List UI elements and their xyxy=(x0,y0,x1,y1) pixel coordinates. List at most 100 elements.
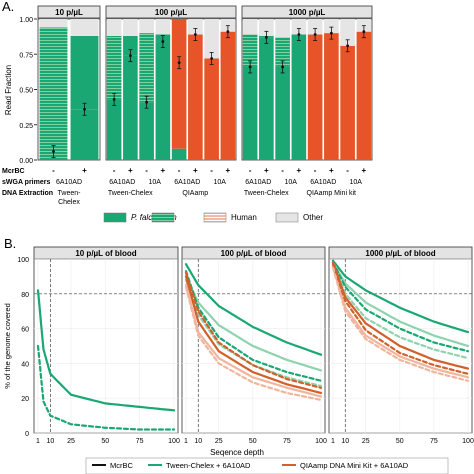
mcrbc-sign: - xyxy=(346,166,349,175)
bar-pf xyxy=(106,99,122,160)
error-point xyxy=(264,35,268,39)
y-tick-label: 0.25 xyxy=(19,123,33,130)
primer-label: 6A10AD xyxy=(56,179,82,186)
x-tick-label: 10 xyxy=(341,438,349,445)
series-line xyxy=(36,344,176,431)
genome-coverage-chart: 0 20 40 60 80 100 % of the genome covered 10 p/… xyxy=(3,246,474,474)
series-line xyxy=(331,261,470,348)
legend-label: QIAamp DNA Mini Kit + 6A10AD xyxy=(300,461,409,470)
series-line xyxy=(331,261,470,353)
bar-human xyxy=(307,34,323,161)
facet-title: 100 p/µL xyxy=(155,8,187,17)
mcrbc-sign: - xyxy=(113,166,116,175)
facet-title: 1000 p/µL xyxy=(289,8,326,17)
row-label: McrBC xyxy=(2,168,25,175)
legend-label: Tween-Chelex + 6A10AD xyxy=(166,461,251,470)
error-point xyxy=(177,61,181,65)
x-tick-label: 25 xyxy=(215,438,223,445)
x-tick-label: 10 xyxy=(194,438,202,445)
bar-other xyxy=(39,19,68,28)
x-tick-label: 100 xyxy=(315,438,327,445)
x-tick-label: 10 xyxy=(46,438,54,445)
bar-other xyxy=(259,19,274,36)
facet-title: 10 p/µL xyxy=(55,8,83,17)
x-tick-label: 1 xyxy=(331,438,335,445)
mcrbc-sign: - xyxy=(145,166,148,175)
facet-panel xyxy=(33,258,179,434)
bar-human xyxy=(139,33,154,103)
y-tick-label: 80 xyxy=(21,292,29,299)
facet-title: 10 p/µL of blood xyxy=(75,249,136,258)
x-tick-label: 75 xyxy=(430,438,438,445)
bar-pf xyxy=(275,66,290,160)
mcrbc-sign: + xyxy=(297,166,302,175)
facet-strip xyxy=(241,5,373,19)
mcrbc-sign: - xyxy=(249,166,252,175)
bar-human xyxy=(106,35,122,100)
legend-label: Human xyxy=(231,213,257,222)
mcrbc-sign: + xyxy=(128,166,133,175)
error-point xyxy=(52,150,55,153)
series-line xyxy=(331,259,470,334)
bar-pf xyxy=(259,37,274,160)
y-tick-label: 20 xyxy=(21,396,29,403)
bar-human xyxy=(171,19,187,149)
x-tick-label: 50 xyxy=(101,438,109,445)
bar-human xyxy=(242,34,258,67)
row-label: sWGA primers xyxy=(2,179,50,186)
legend-swatch xyxy=(203,212,227,223)
bar-human xyxy=(70,35,99,110)
bar-human xyxy=(275,37,290,67)
bar-other xyxy=(340,19,355,46)
primer-label: 6A10AD xyxy=(109,179,135,186)
bar-other xyxy=(106,19,122,36)
series-line xyxy=(331,266,470,382)
bar-human xyxy=(356,31,372,160)
mcrbc-sign: + xyxy=(264,166,269,175)
bar-human xyxy=(188,34,203,161)
mcrbc-sign: - xyxy=(178,166,181,175)
error-point xyxy=(161,40,165,43)
y-tick-label: 0.50 xyxy=(19,88,33,95)
legend-swatch xyxy=(103,212,127,223)
bar-human xyxy=(340,45,355,160)
mcrbc-sign: + xyxy=(226,166,231,175)
bar-pf xyxy=(171,148,187,160)
error-point xyxy=(297,33,301,36)
x-tick-label: 25 xyxy=(67,438,75,445)
bar-human xyxy=(204,58,219,161)
panel-a-letter: A. xyxy=(2,0,14,14)
x-axis-label: Seqence depth xyxy=(210,448,264,457)
legend-swatch xyxy=(275,212,299,223)
legend-label: McrBC xyxy=(110,461,133,470)
y-tick-label: 40 xyxy=(21,361,29,368)
extraction-label: Tween- xyxy=(58,190,82,197)
x-tick-label: 1 xyxy=(184,438,188,445)
extraction-label: QIAamp Mini kit xyxy=(307,190,356,197)
x-tick-label: 100 xyxy=(168,438,180,445)
y-tick-label: 0.75 xyxy=(19,52,33,59)
series-line xyxy=(331,263,470,375)
x-tick-label: 50 xyxy=(396,438,404,445)
mcrbc-sign: + xyxy=(82,166,87,175)
extraction-label: Chelex xyxy=(58,199,80,206)
bar-human xyxy=(123,35,138,56)
bar-other xyxy=(324,19,339,34)
y-tick-label: 0.00 xyxy=(19,158,33,165)
bar-other xyxy=(123,19,138,36)
x-tick-label: 100 xyxy=(462,438,474,445)
bar-other xyxy=(204,19,219,59)
bar-other xyxy=(155,19,171,35)
bar-pf xyxy=(155,41,171,161)
bar-other xyxy=(70,19,99,36)
y-tick-label: 1.00 xyxy=(19,17,33,24)
error-point xyxy=(346,44,350,48)
mcrbc-sign: + xyxy=(193,166,198,175)
y-tick-label: 60 xyxy=(21,327,29,334)
x-tick-label: 75 xyxy=(283,438,291,445)
bar-other xyxy=(139,19,154,34)
error-point xyxy=(362,30,366,34)
error-point xyxy=(329,31,333,35)
bar-pf xyxy=(139,102,154,160)
